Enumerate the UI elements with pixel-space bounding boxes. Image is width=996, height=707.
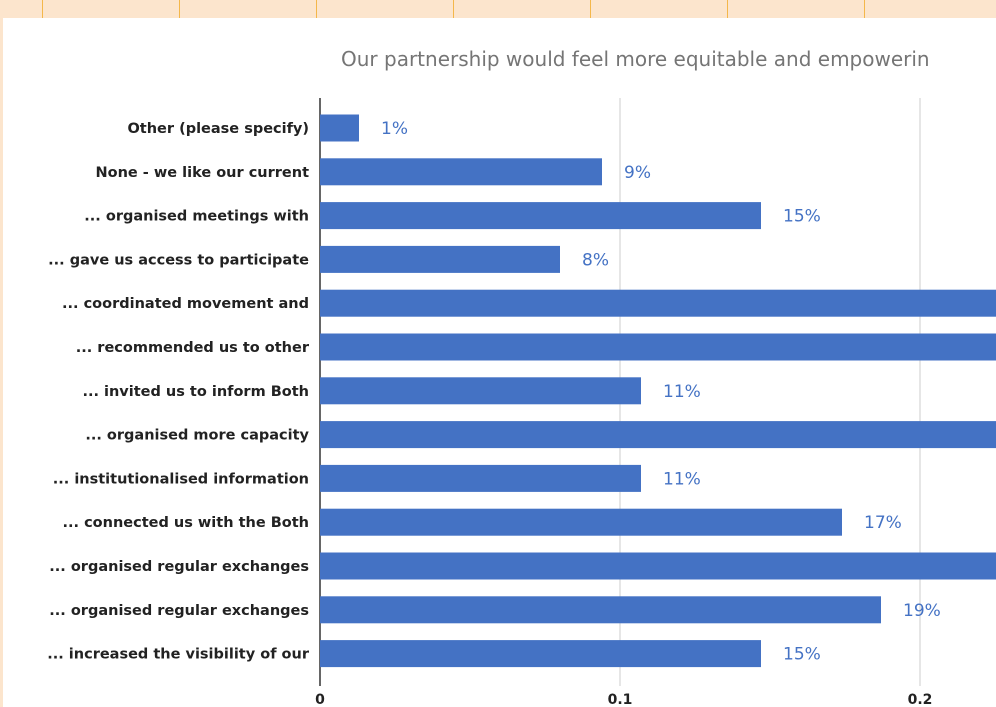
- bar[interactable]: [320, 333, 996, 361]
- data-label: 1%: [381, 119, 408, 139]
- chart-frame[interactable]: Our partnership would feel more equitabl…: [3, 18, 996, 707]
- category-label: ... gave us access to participate: [48, 252, 309, 268]
- cell-border: [316, 0, 317, 18]
- bar[interactable]: [320, 552, 996, 580]
- bar[interactable]: [320, 114, 359, 142]
- data-label: 15%: [783, 207, 821, 227]
- bar[interactable]: [320, 421, 996, 449]
- data-label: 19%: [903, 601, 941, 621]
- bar[interactable]: [320, 464, 641, 492]
- bar[interactable]: [320, 640, 761, 668]
- data-label: 9%: [624, 163, 651, 183]
- bar[interactable]: [320, 377, 641, 405]
- data-label-layer: 1% 9% 15% 8% 11% 11% 17% 19% 15%: [381, 119, 941, 665]
- category-label: ... organised regular exchanges: [49, 603, 309, 619]
- x-tick-layer: 0 0.1 0.2: [315, 692, 932, 707]
- bar[interactable]: [320, 245, 560, 273]
- bar[interactable]: [320, 596, 881, 624]
- category-label-layer: Other (please specify) None - we like our…: [47, 121, 310, 663]
- category-label: ... organised regular exchanges: [49, 559, 309, 575]
- bar[interactable]: [320, 508, 842, 536]
- category-label: None - we like our current: [95, 165, 309, 181]
- chart-title: Our partnership would feel more equitabl…: [341, 47, 930, 71]
- cell-border: [727, 0, 728, 18]
- data-label: 11%: [663, 469, 701, 489]
- x-tick-label: 0.1: [608, 692, 633, 707]
- category-label: ... increased the visibility of our: [47, 647, 310, 663]
- data-label: 15%: [783, 645, 821, 665]
- category-label: ... invited us to inform Both: [82, 384, 309, 400]
- category-label: ... connected us with the Both: [63, 515, 309, 531]
- data-label: 8%: [582, 250, 609, 270]
- category-label: ... coordinated movement and: [62, 296, 309, 312]
- cell-border: [453, 0, 454, 18]
- bar-chart: Our partnership would feel more equitabl…: [47, 47, 996, 707]
- data-label: 17%: [864, 513, 902, 533]
- bar[interactable]: [320, 289, 996, 317]
- bar[interactable]: [320, 158, 602, 186]
- category-label: ... institutionalised information: [53, 471, 309, 487]
- spreadsheet-header-strip: [0, 0, 996, 18]
- category-label: ... organised more capacity: [85, 428, 309, 444]
- cell-border: [42, 0, 43, 18]
- x-tick-label: 0.2: [908, 692, 933, 707]
- category-label: ... organised meetings with: [84, 209, 309, 225]
- cell-border: [864, 0, 865, 18]
- cell-border: [590, 0, 591, 18]
- cell-border: [179, 0, 180, 18]
- bar[interactable]: [320, 202, 761, 230]
- data-label: 11%: [663, 382, 701, 402]
- x-tick-label: 0: [315, 692, 325, 707]
- bar-layer: [320, 114, 996, 668]
- category-label: Other (please specify): [127, 121, 309, 137]
- category-label: ... recommended us to other: [76, 340, 310, 356]
